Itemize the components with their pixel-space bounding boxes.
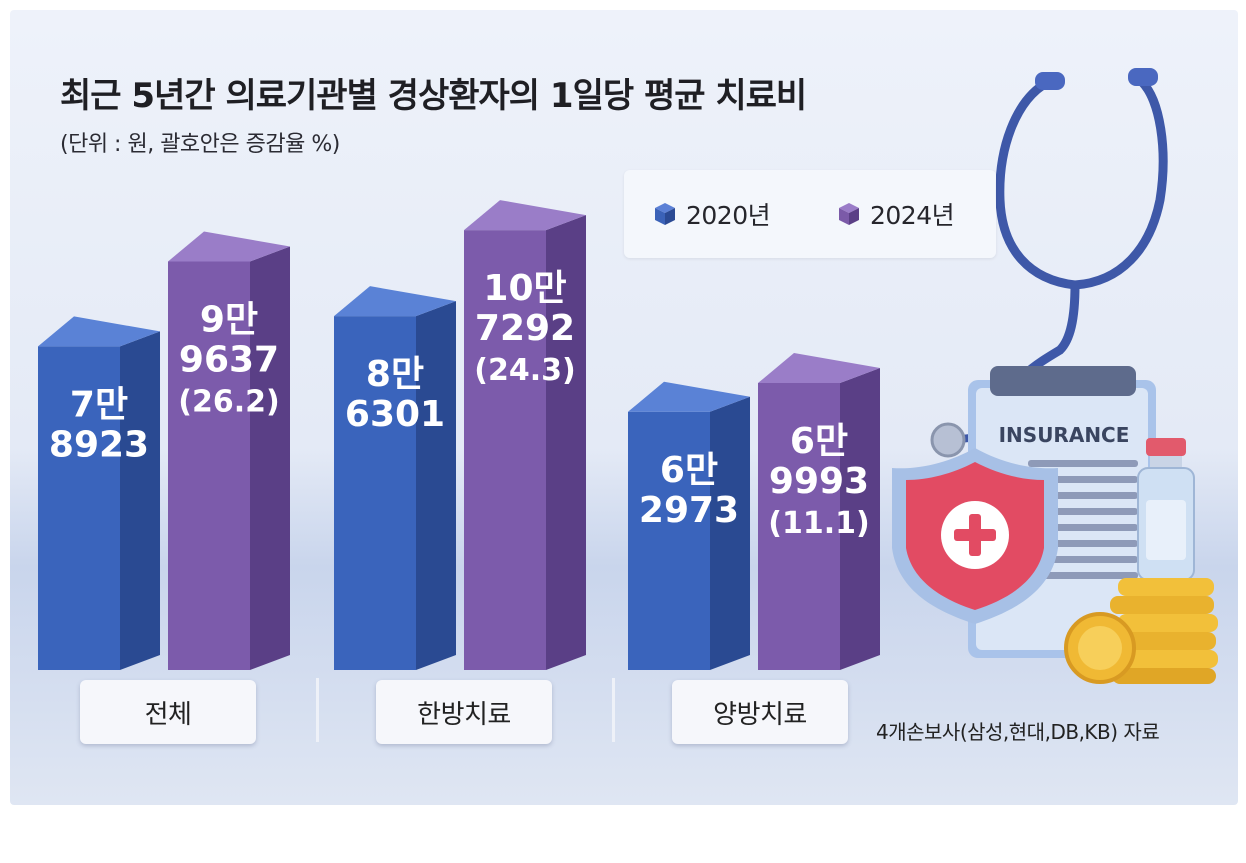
bar-value-label: 8만 (366, 354, 424, 395)
stethoscope-icon (930, 68, 1168, 458)
bar-value-label: 6만 (790, 421, 848, 462)
bar-top (758, 353, 880, 384)
bar-value-label: 8923 (49, 424, 149, 465)
source-note: 4개손보사(삼성,현대,DB,KB) 자료 (876, 720, 1160, 744)
bar-front (334, 316, 416, 670)
bar-front (628, 411, 710, 670)
bar-front (758, 383, 840, 670)
legend-swatch-2024 (839, 203, 859, 225)
legend-label-2024: 2024년 (870, 201, 955, 230)
chart-subtitle: (단위 : 원, 괄호안은 증감율 %) (60, 132, 340, 157)
bar-value-label: 6301 (345, 394, 445, 435)
legend-item-2024: 2024년 (836, 197, 955, 231)
bar-value-label: 9637 (179, 339, 279, 380)
bar-value-label: (11.1) (768, 506, 869, 541)
shield-plus-icon (892, 448, 1058, 624)
vial-icon (1137, 438, 1195, 581)
bar-value-label: 7292 (475, 308, 575, 349)
bar-top (334, 286, 456, 317)
category-label-western-medicine: 양방치료 (672, 680, 848, 744)
bar-value-label: 9993 (769, 461, 869, 502)
bar-side (416, 301, 456, 670)
bar-side (250, 246, 290, 671)
bar-top (38, 316, 160, 347)
bar-side (840, 368, 880, 670)
bar-value-label: 6만 (660, 450, 718, 491)
chart-title: 최근 5년간 의료기관별 경상환자의 1일당 평균 치료비 (60, 76, 807, 116)
legend-swatch-2020 (655, 203, 675, 225)
bar-side (120, 331, 160, 670)
bar-value-label: (26.2) (178, 384, 279, 419)
bar-side (546, 215, 586, 671)
bar-front (38, 346, 120, 670)
category-label-korean-medicine: 한방치료 (376, 680, 552, 744)
bar-value-label: 10만 (483, 268, 566, 309)
legend-label-2020: 2020년 (686, 201, 771, 230)
divider (316, 678, 319, 742)
bar-value-label: (24.3) (474, 353, 575, 388)
bar-front (168, 261, 250, 670)
legend: 2020년 2024년 (624, 170, 996, 258)
bar-side (710, 396, 750, 670)
bar-front (464, 230, 546, 671)
bar-value-label: 9만 (200, 299, 258, 340)
insurance-badge-text: INSURANCE (999, 423, 1130, 447)
legend-item-2020: 2020년 (652, 197, 771, 231)
bar-top (464, 200, 586, 231)
bar-top (168, 231, 290, 262)
bar-top (628, 381, 750, 412)
bar-value-label: 7만 (70, 384, 128, 425)
divider (612, 678, 615, 742)
category-label-total: 전체 (80, 680, 256, 744)
bar-value-label: 2973 (639, 490, 739, 531)
coins-icon (1064, 578, 1218, 684)
